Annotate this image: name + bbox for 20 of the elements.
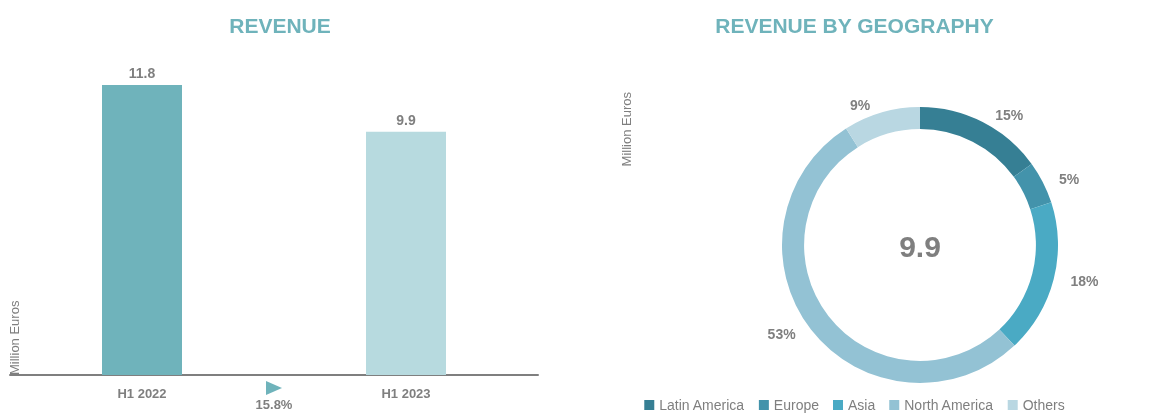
data-label: 53%	[767, 326, 797, 343]
text: Million Euros	[619, 91, 634, 167]
x-tick-label: H1 2022	[117, 386, 167, 401]
legend-label: Asia	[848, 397, 876, 413]
legend-label: Latin America	[659, 397, 745, 413]
x-tick-label: H1 2023	[381, 386, 431, 401]
legend-label: Others	[1022, 397, 1065, 413]
data-label: 5%	[1059, 170, 1080, 187]
data-label: 11.8	[128, 64, 156, 81]
text: 15.8%	[255, 397, 293, 412]
text: 9.9	[899, 229, 941, 263]
chart-title: REVENUE	[229, 14, 331, 37]
data-label: 9.9	[396, 111, 416, 128]
data-label: 9%	[850, 96, 871, 113]
data-label: 18%	[1070, 273, 1099, 290]
legend-label: North America	[904, 397, 994, 413]
legend-label: Europe	[773, 397, 820, 413]
chart-title: REVENUE BY GEOGRAPHY	[715, 14, 994, 37]
data-label: 15%	[995, 106, 1024, 123]
y-axis-title: Million Euros	[7, 300, 22, 375]
